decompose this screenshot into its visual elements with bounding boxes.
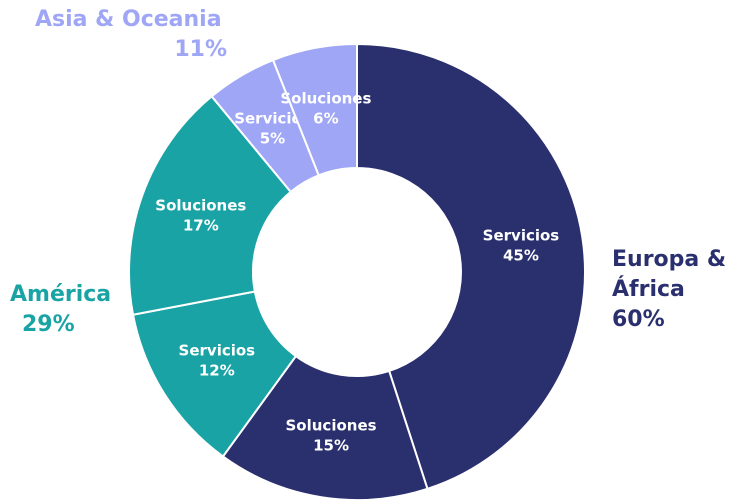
segment-value: 45% [503,247,539,265]
group-name: Asia & Oceania [35,7,222,32]
segment-name: Servicios [179,341,256,359]
segment-value: 17% [183,216,219,234]
group-label: América 29% [10,280,120,340]
donut-segment [221,354,429,501]
group-label: Asia & Oceania 11% [35,5,235,65]
group-name: América [10,282,112,307]
segment-name: Soluciones [286,416,377,434]
donut-segment [271,42,358,177]
group-value: 60% [612,307,665,332]
segment-value: 12% [199,361,235,379]
donut-segment [128,94,293,316]
segment-value: 6% [313,109,338,127]
group-value: 11% [174,37,227,62]
segment-value: 15% [313,436,349,454]
segment-name: Servicios [483,227,560,245]
donut-segment [356,42,586,491]
segment-name: Soluciones [280,89,371,107]
segment-name: Soluciones [155,196,246,214]
segment-name: Servicios [234,110,311,128]
segment-value: 5% [260,130,285,148]
group-name: Europa & África [612,247,727,302]
group-value: 29% [22,312,75,337]
group-label: Europa & África 60% [612,245,731,335]
